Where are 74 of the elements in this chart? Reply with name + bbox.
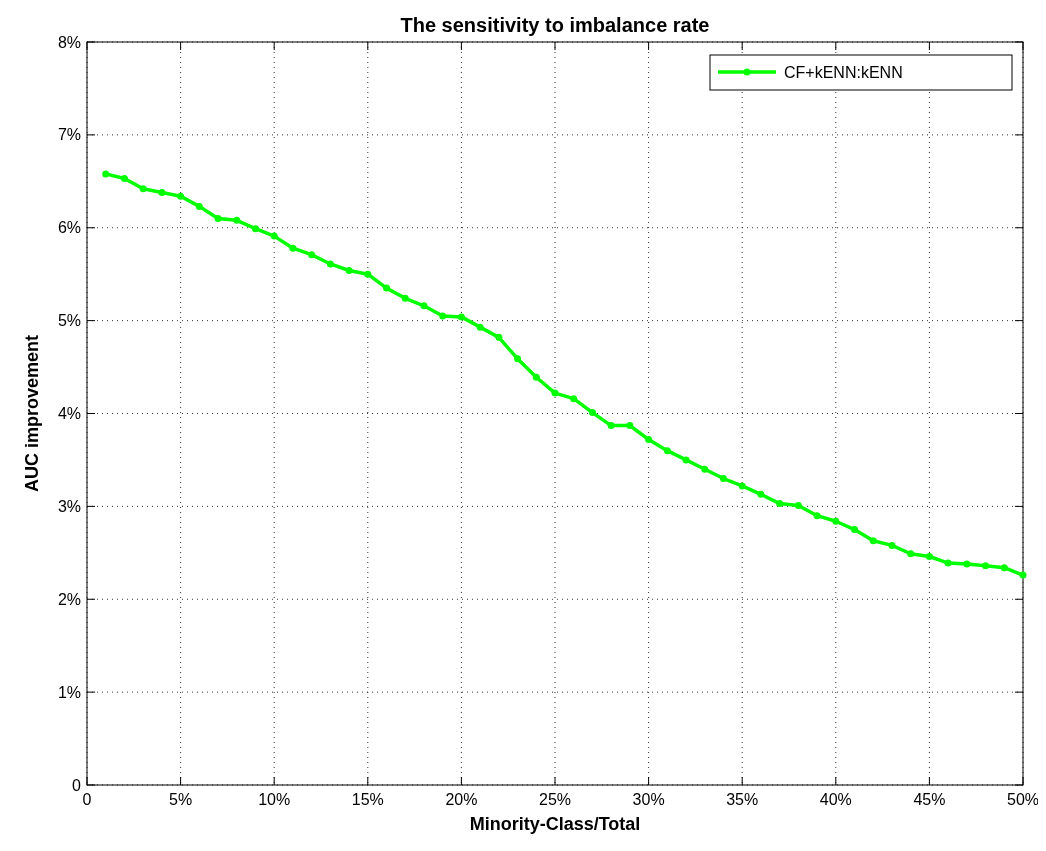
point xyxy=(1019,571,1027,579)
point xyxy=(532,373,540,381)
point xyxy=(177,192,185,200)
point xyxy=(420,302,428,310)
y-tick-label: 7% xyxy=(57,126,81,144)
point xyxy=(270,232,278,240)
point xyxy=(457,313,465,321)
point xyxy=(607,422,615,430)
point xyxy=(851,526,859,534)
point xyxy=(982,562,990,570)
point xyxy=(907,550,915,558)
point xyxy=(195,202,203,210)
x-tick-label: 15% xyxy=(351,791,384,808)
point xyxy=(120,175,128,183)
x-tick-label: 25% xyxy=(538,791,572,808)
y-tick-label: 2% xyxy=(57,590,81,608)
point xyxy=(158,188,166,196)
legend-label: CF+kENN:kENN xyxy=(784,63,903,81)
point xyxy=(476,323,484,331)
x-axis-title: Minority-Class/Total xyxy=(469,814,641,834)
point xyxy=(514,355,522,363)
point xyxy=(701,465,709,473)
y-tick-label: 3% xyxy=(57,497,81,515)
point xyxy=(401,294,409,302)
point xyxy=(813,512,821,520)
x-tick-label: 30% xyxy=(632,791,665,808)
point xyxy=(495,333,503,341)
point xyxy=(963,560,971,568)
point xyxy=(1000,564,1008,572)
point xyxy=(944,559,952,567)
chart-title: The sensitivity to imbalance rate xyxy=(400,14,710,36)
point xyxy=(776,500,784,508)
point xyxy=(888,541,896,549)
x-tick-label: 40% xyxy=(819,791,852,808)
point xyxy=(139,185,147,193)
point xyxy=(326,260,334,268)
point xyxy=(925,553,933,561)
point xyxy=(869,537,877,545)
x-tick-label: 35% xyxy=(726,791,759,808)
y-tick-label: 5% xyxy=(57,312,81,330)
x-tick-label: 50% xyxy=(1006,791,1040,808)
x-tick-label: 0 xyxy=(82,791,92,808)
point xyxy=(308,251,316,259)
point xyxy=(364,270,372,278)
y-tick-label: 0 xyxy=(72,776,82,794)
point xyxy=(551,389,559,397)
point xyxy=(570,395,578,403)
point xyxy=(757,490,765,498)
y-tick-label: 6% xyxy=(57,219,81,237)
point xyxy=(588,409,596,417)
point xyxy=(214,214,222,222)
point xyxy=(682,456,690,464)
point xyxy=(102,170,110,178)
point xyxy=(345,266,353,274)
point xyxy=(383,284,391,292)
point xyxy=(663,447,671,455)
x-tick-label: 20% xyxy=(445,791,478,808)
point xyxy=(719,475,727,483)
y-tick-label: 4% xyxy=(57,405,81,423)
point xyxy=(233,216,241,224)
y-tick-label: 8% xyxy=(57,33,81,51)
y-tick-label: 1% xyxy=(57,683,81,701)
point xyxy=(626,422,634,430)
point xyxy=(251,225,259,233)
y-axis-title: AUC improvement xyxy=(22,334,42,493)
point xyxy=(645,436,653,444)
point xyxy=(794,501,802,509)
x-tick-label: 45% xyxy=(913,791,946,808)
point xyxy=(738,482,746,490)
x-tick-label: 5% xyxy=(169,791,193,808)
point xyxy=(289,244,297,252)
point xyxy=(439,312,447,320)
point xyxy=(832,517,840,525)
x-tick-label: 10% xyxy=(258,791,291,808)
